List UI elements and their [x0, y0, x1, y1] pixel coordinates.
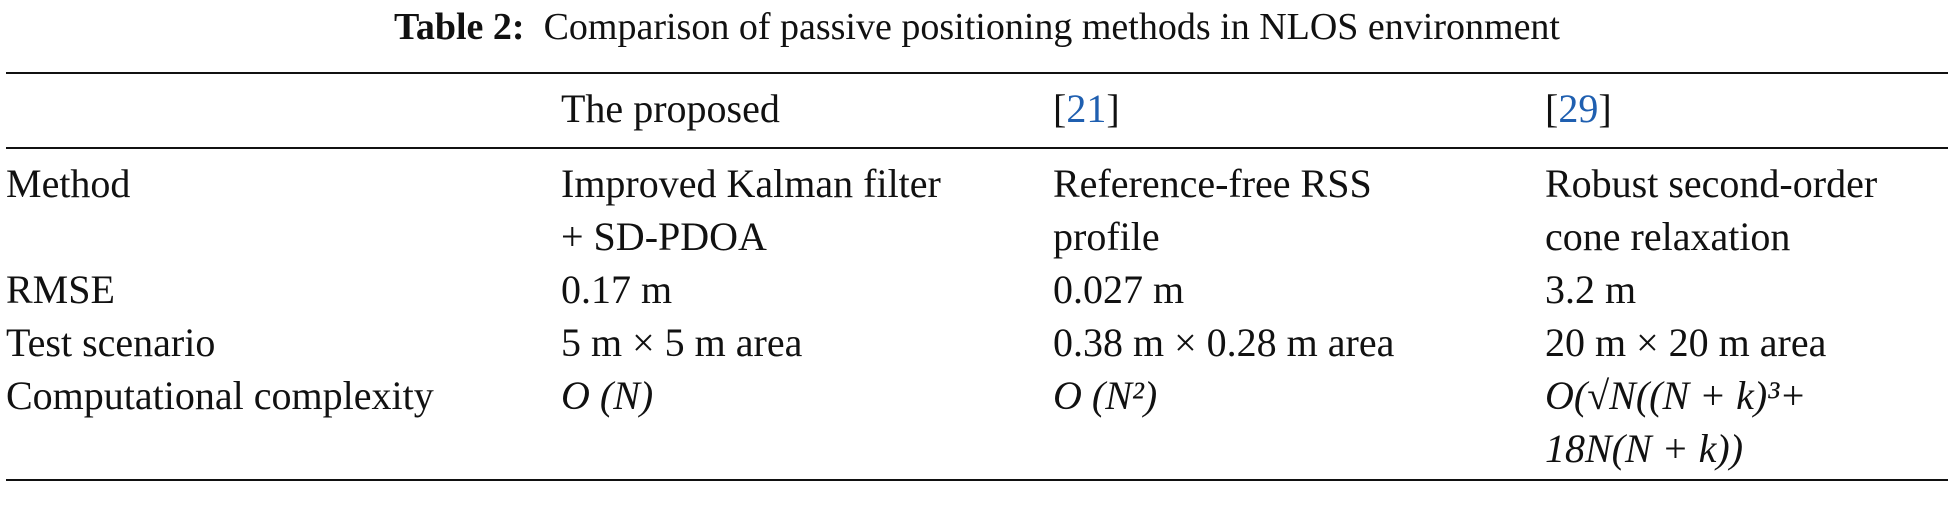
header-cell [6, 73, 561, 148]
row-label: Computational complexity [6, 373, 434, 418]
caption-text: Comparison of passive positioning method… [543, 6, 1560, 48]
cell: 20 m × 20 m area [1545, 320, 1827, 365]
cell: O(√N((N + k)³+ 18N(N + k)) [1545, 373, 1807, 471]
table-row: Test scenario 5 m × 5 m area 0.38 m × 0.28… [6, 316, 1948, 369]
cell: Robust second-order cone relaxation [1545, 161, 1878, 259]
caption-label: Table 2: [393, 6, 525, 48]
reference-link[interactable]: 21 [1066, 86, 1107, 131]
cell: 0.17 m [561, 267, 673, 312]
caption: Table 2: Comparison of passive positioni… [0, 4, 1954, 50]
cell: 0.027 m [1053, 267, 1185, 312]
row-label: RMSE [6, 267, 115, 312]
cell: Reference-free RSS profile [1053, 161, 1372, 259]
header-row: The proposed [21] [29] [6, 73, 1948, 148]
header-text: ] [1598, 86, 1612, 131]
header-cell: The proposed [561, 73, 1053, 148]
header-text: [ [1545, 86, 1559, 131]
row-label: Method [6, 161, 131, 206]
cell: O (N²) [1053, 373, 1158, 418]
reference-link[interactable]: 29 [1558, 86, 1599, 131]
header-text: [ [1053, 86, 1067, 131]
cell: O (N) [561, 373, 654, 418]
header-cell: [21] [1053, 73, 1545, 148]
cell: Improved Kalman filter + SD-PDOA [561, 161, 941, 259]
header-cell: [29] [1545, 73, 1948, 148]
cell: 3.2 m [1545, 267, 1637, 312]
table-row: Method Improved Kalman filter + SD-PDOA Re… [6, 148, 1948, 263]
header-text: ] [1106, 86, 1120, 131]
table-row: RMSE 0.17 m 0.027 m 3.2 m [6, 263, 1948, 316]
table-row: Computational complexity O (N) O (N²) O(√N(… [6, 369, 1948, 480]
cell: 5 m × 5 m area [561, 320, 803, 365]
row-label: Test scenario [6, 320, 216, 365]
table: The proposed [21] [29] Method Improved Kalm… [6, 72, 1948, 481]
table-body: Method Improved Kalman filter + SD-PDOA Re… [6, 148, 1948, 480]
header-text: The proposed [561, 86, 780, 131]
cell: 0.38 m × 0.28 m area [1053, 320, 1395, 365]
